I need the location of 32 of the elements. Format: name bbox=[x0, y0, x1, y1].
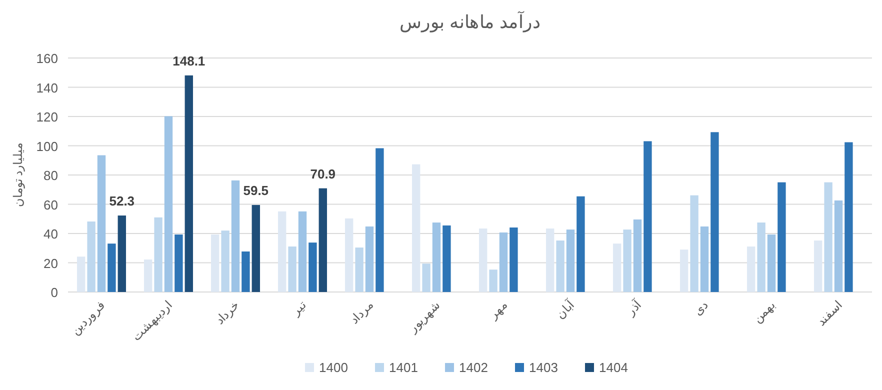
legend-label: 1403 bbox=[529, 360, 558, 375]
xtick: آذر bbox=[624, 298, 644, 318]
xtick: فروردین bbox=[68, 298, 108, 338]
data-label: 148.1 bbox=[172, 53, 206, 68]
ytick: 40 bbox=[44, 226, 58, 242]
data-label: 59.5 bbox=[243, 182, 269, 198]
xtick: تیر bbox=[288, 298, 309, 318]
ylabel: میلیارد تومان bbox=[11, 142, 25, 208]
ytick: 80 bbox=[44, 168, 58, 183]
xtick: اسفند bbox=[814, 298, 845, 329]
ytick: 140 bbox=[36, 80, 58, 96]
data-label: 52.3 bbox=[109, 194, 135, 208]
xtick: بهمن bbox=[750, 298, 778, 326]
data-label: 70.9 bbox=[310, 166, 336, 182]
title: درآمد ماهانه بورس bbox=[400, 12, 540, 32]
legend-label: 1400 bbox=[319, 360, 348, 375]
xtick: شهریور bbox=[406, 298, 443, 335]
legend-label: 1404 bbox=[599, 360, 628, 375]
xtick: آبان bbox=[553, 298, 577, 322]
ytick: 100 bbox=[36, 138, 58, 154]
ytick: 60 bbox=[44, 197, 58, 212]
xtick: اردیبهشت bbox=[129, 298, 175, 344]
ytick: 20 bbox=[44, 256, 58, 271]
xtick: دی bbox=[690, 298, 711, 318]
ytick: 120 bbox=[36, 110, 58, 124]
xtick: خرداد bbox=[212, 298, 242, 328]
xtick: مرداد bbox=[347, 298, 376, 326]
ytick: 0 bbox=[50, 285, 58, 300]
ytick: 160 bbox=[36, 51, 58, 66]
legend-label: 1402 bbox=[459, 360, 488, 375]
xtick: مهر bbox=[486, 298, 510, 322]
legend-label: 1401 bbox=[389, 360, 418, 375]
